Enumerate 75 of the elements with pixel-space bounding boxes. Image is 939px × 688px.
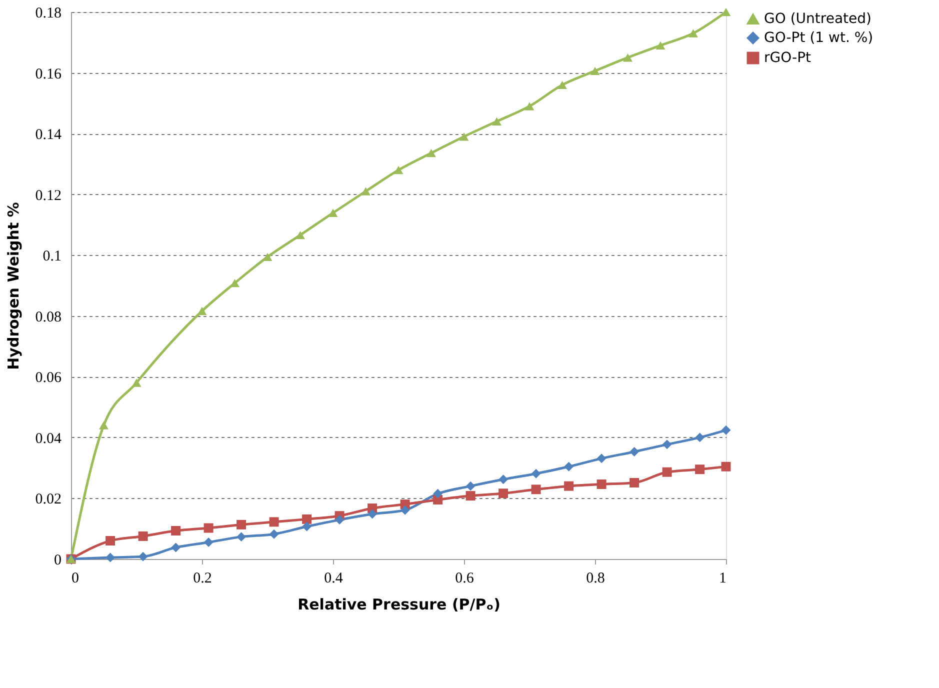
point — [695, 432, 705, 442]
point — [630, 446, 640, 456]
point — [590, 66, 600, 76]
y-tick-label: 0.1 — [42, 248, 62, 265]
point — [656, 41, 666, 50]
point — [394, 166, 404, 174]
point — [106, 552, 116, 562]
point — [138, 552, 148, 562]
point — [623, 53, 632, 62]
point — [492, 117, 502, 126]
point — [721, 8, 731, 16]
point — [466, 491, 476, 501]
point — [558, 80, 567, 90]
point — [531, 468, 541, 478]
point — [531, 484, 541, 494]
point — [433, 488, 443, 498]
y-tick-label: 0.12 — [35, 188, 62, 204]
point — [596, 454, 606, 464]
point — [171, 526, 181, 536]
point — [564, 481, 574, 491]
point — [498, 474, 508, 484]
point — [204, 523, 214, 533]
point — [368, 509, 378, 519]
point — [99, 421, 108, 430]
point — [262, 252, 272, 262]
point — [106, 536, 116, 546]
y-tick-label: 0.16 — [35, 66, 62, 82]
point — [132, 378, 142, 387]
point — [662, 440, 672, 450]
point — [630, 478, 640, 488]
point — [721, 425, 731, 435]
x-tick-label: 0 — [72, 570, 79, 586]
point — [269, 517, 279, 527]
point — [564, 462, 574, 472]
point — [302, 514, 312, 524]
x-tick-label: 1 — [719, 570, 726, 586]
point — [204, 538, 214, 548]
y-axis-title: Hydrogen Weight % — [4, 202, 22, 370]
y-tick-label: 0.14 — [35, 127, 62, 144]
legend-label: rGO-Pt — [764, 50, 812, 66]
point — [328, 208, 338, 217]
point — [721, 462, 731, 472]
x-tick-label: 0.8 — [586, 570, 605, 586]
x-axis-title: Relative Pressure (P/Pₒ) — [298, 596, 500, 614]
legend-label: GO-Pt (1 wt. %) — [764, 30, 874, 46]
point — [171, 542, 181, 552]
point — [302, 522, 312, 532]
point — [426, 148, 436, 158]
point — [662, 467, 672, 477]
point — [459, 132, 469, 141]
y-tick-label: 0.18 — [35, 6, 62, 22]
point — [269, 529, 279, 539]
x-tick-label: 0.4 — [324, 570, 344, 586]
y-tick-label: 0.06 — [35, 370, 62, 386]
y-tick-label: 0.02 — [35, 492, 62, 508]
point — [596, 480, 606, 489]
point — [361, 187, 370, 196]
point — [296, 230, 305, 240]
x-tick-label: 0.2 — [193, 570, 212, 586]
point — [688, 29, 698, 38]
point — [400, 505, 410, 515]
point — [197, 306, 207, 316]
legend-label: GO (Untreated) — [764, 11, 872, 27]
point — [524, 102, 534, 110]
point — [334, 515, 344, 525]
x-tick-label: 0.6 — [455, 570, 474, 586]
point — [236, 532, 246, 542]
y-tick-label: 0.08 — [35, 309, 62, 326]
y-tick-label: 0.04 — [35, 430, 62, 447]
point — [138, 531, 148, 541]
point — [236, 520, 246, 530]
y-tick-label: 0 — [54, 552, 62, 568]
point — [498, 488, 508, 498]
point — [466, 481, 476, 491]
point — [695, 464, 705, 474]
